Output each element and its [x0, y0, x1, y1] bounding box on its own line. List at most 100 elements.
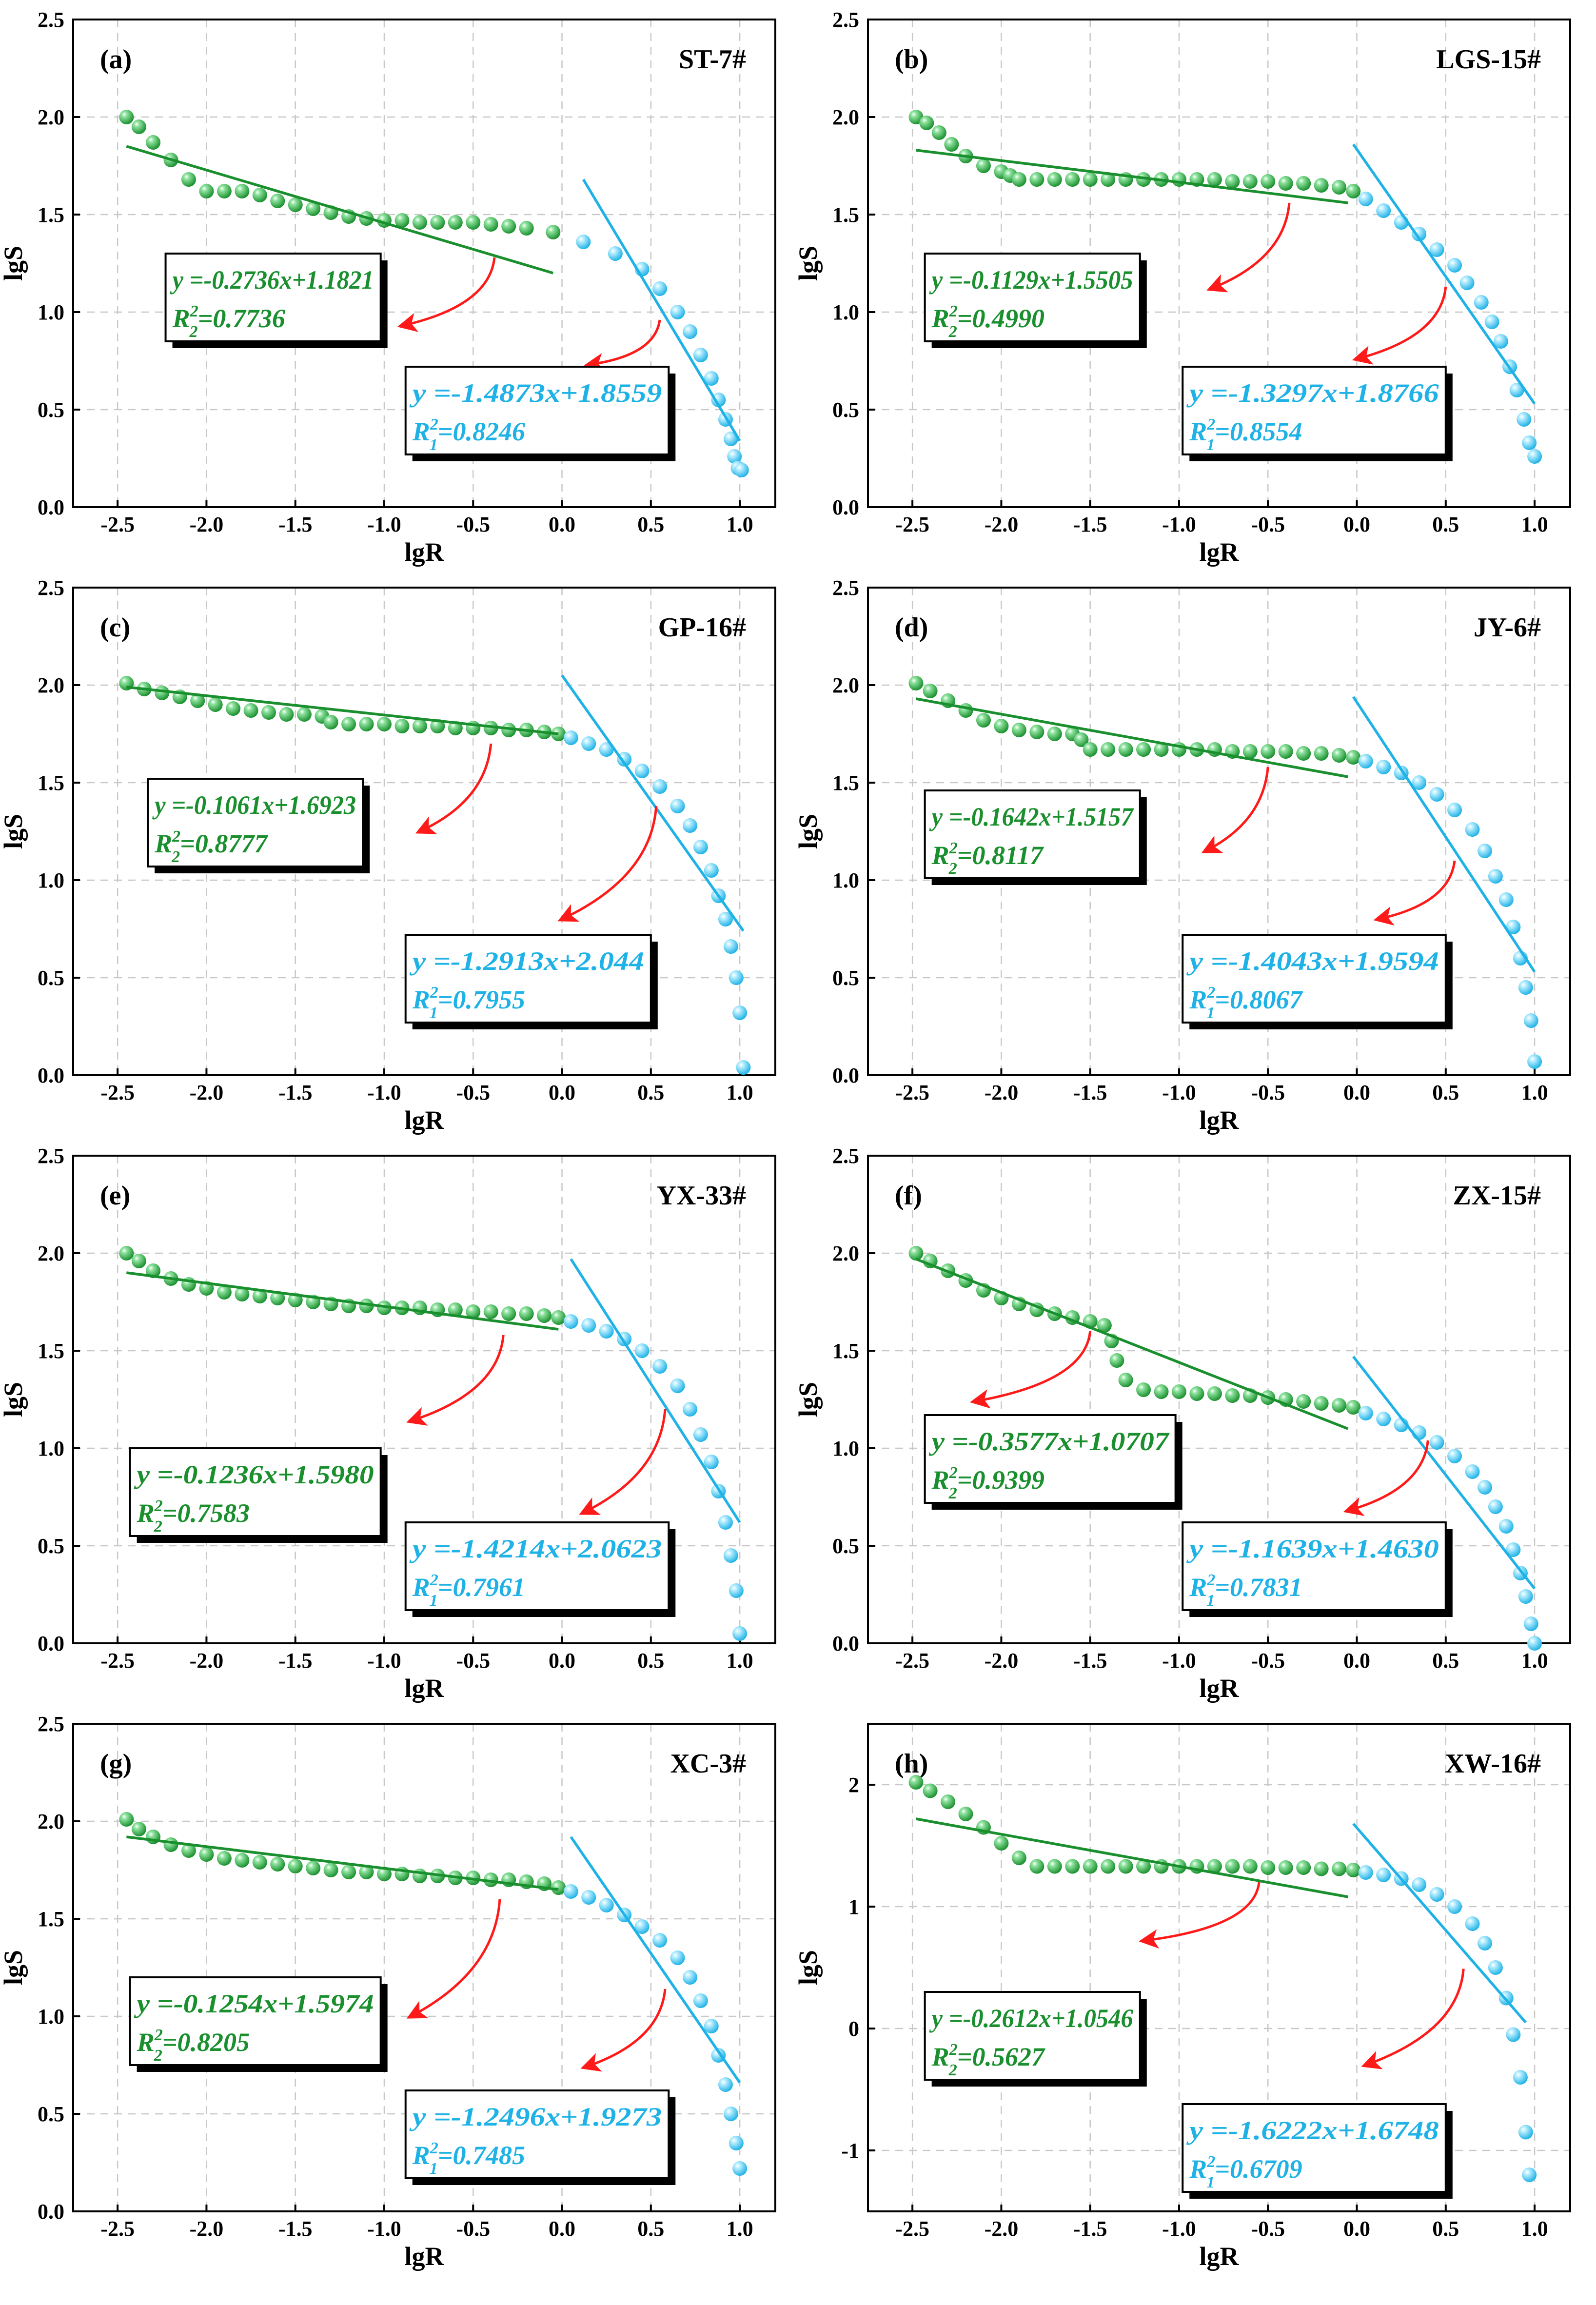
x-tick-label: 1.0	[727, 1649, 753, 1673]
blue-data-point	[1376, 1412, 1391, 1426]
x-tick-label: -0.5	[456, 1081, 490, 1104]
r-squared: R2 2=0.5627	[931, 2041, 1045, 2079]
fit-line	[916, 149, 1348, 204]
x-tick-label: 1.0	[1521, 2217, 1548, 2241]
green-data-point	[261, 705, 276, 720]
blue-data-point	[670, 305, 685, 319]
fit-arrow	[1352, 286, 1447, 365]
green-data-point	[1154, 1384, 1169, 1399]
x-tick-label: -2.0	[190, 1649, 224, 1673]
blue-data-point	[1412, 775, 1427, 790]
fit-equation: y =-1.4214x+2.0623	[409, 1534, 662, 1563]
blue-data-point	[599, 1898, 614, 1912]
green-data-point	[1011, 172, 1026, 187]
green-data-point	[252, 188, 267, 202]
green-data-point	[1296, 176, 1311, 191]
green-data-point	[208, 697, 223, 712]
blue-data-point	[1358, 1865, 1373, 1880]
x-tick-label: -1.5	[278, 512, 313, 536]
green-data-point	[1083, 1859, 1098, 1874]
y-tick-label: 1.5	[832, 771, 859, 795]
x-tick-label: -1.5	[1073, 512, 1107, 536]
y-tick-label: 2.5	[832, 576, 859, 600]
blue-data-point	[1447, 1449, 1462, 1463]
y-axis-label: lgS	[793, 246, 823, 281]
x-tick-label: 0.0	[549, 1649, 575, 1673]
x-tick-label: -1.0	[1162, 1081, 1196, 1104]
blue-data-point	[727, 449, 742, 464]
green-data-point	[919, 116, 934, 130]
equation-box	[404, 366, 670, 455]
sample-label: LGS-15#	[1436, 44, 1541, 75]
equation-box	[404, 934, 652, 1024]
sample-label: ST-7#	[679, 44, 746, 75]
y-tick-label: 1.0	[38, 868, 64, 892]
x-tick-label: 0.0	[549, 1081, 575, 1104]
fit-equation: y =-0.1236x+1.5980	[134, 1460, 374, 1489]
green-data-point	[359, 1299, 374, 1313]
green-data-point	[1136, 742, 1151, 757]
blue-data-point	[1465, 1464, 1480, 1479]
green-data-point	[976, 158, 991, 173]
green-data-point	[1225, 1859, 1240, 1874]
blue-data-point	[718, 912, 733, 926]
blue-data-point	[718, 2077, 733, 2092]
blue-data-point	[1522, 2167, 1537, 2182]
y-tick-label: 0.5	[38, 1534, 64, 1558]
blue-data-point	[563, 730, 578, 745]
fit-line	[915, 1817, 1348, 1898]
fit-equation: y =-1.6222x+1.6748	[1186, 2116, 1439, 2145]
blue-data-point	[1429, 1887, 1444, 1902]
x-tick-label: -1.0	[1162, 512, 1196, 536]
y-tick-label: 2.0	[832, 1241, 859, 1265]
y-tick-label: 2.0	[38, 1241, 64, 1265]
green-data-point	[1332, 1398, 1347, 1413]
x-tick-label: -0.5	[456, 512, 490, 536]
green-data-point	[217, 184, 232, 198]
r-squared: R2 2=0.8117	[931, 839, 1044, 878]
x-tick-label: 0.5	[637, 512, 664, 536]
green-data-point	[270, 194, 285, 208]
green-data-point	[466, 215, 481, 230]
fit-line	[1352, 696, 1536, 973]
plot-frame	[867, 1155, 1571, 1644]
x-tick-label: -1.5	[1073, 1649, 1107, 1673]
plot-frame	[72, 587, 776, 1076]
blue-data-point	[729, 2136, 744, 2150]
green-data-point	[1011, 723, 1026, 737]
equation-box	[129, 1976, 382, 2066]
sample-label: JY-6#	[1474, 612, 1541, 643]
y-tick-label: 0.5	[38, 2102, 64, 2126]
green-data-point	[235, 1287, 250, 1301]
y-axis-label: lgS	[793, 1950, 823, 1985]
green-data-point	[1047, 1859, 1062, 1874]
green-data-point	[1242, 744, 1258, 759]
panel-label: (c)	[100, 612, 130, 643]
green-data-point	[306, 1861, 321, 1875]
y-tick-label: 0.0	[38, 1632, 64, 1655]
blue-data-point	[723, 2107, 738, 2121]
green-data-point	[1083, 172, 1098, 187]
green-data-point	[1118, 742, 1133, 757]
green-data-point	[235, 184, 250, 198]
green-data-point	[412, 215, 427, 230]
green-data-point	[288, 197, 303, 212]
blue-data-point	[723, 1548, 738, 1563]
green-data-point	[994, 719, 1009, 733]
green-data-point	[519, 1306, 534, 1321]
green-data-point	[119, 1246, 134, 1261]
fit-arrow	[579, 1409, 667, 1515]
x-tick-label: 1.0	[1521, 512, 1548, 536]
green-data-point	[1314, 178, 1329, 193]
y-tick-label: 0.5	[832, 1534, 859, 1558]
plot-frame	[867, 19, 1571, 508]
blue-data-point	[1358, 1406, 1373, 1420]
r-squared: R2 2=0.9399	[931, 1464, 1044, 1502]
plot-frame	[72, 1723, 776, 2212]
y-axis-label: lgS	[793, 814, 823, 849]
blue-data-point	[670, 1379, 685, 1393]
blue-data-point	[1376, 760, 1391, 774]
fit-equation: y =-0.2736x+1.1821	[170, 265, 374, 295]
fit-line	[126, 145, 554, 275]
r-squared: R2 1=0.6709	[1189, 2153, 1302, 2191]
